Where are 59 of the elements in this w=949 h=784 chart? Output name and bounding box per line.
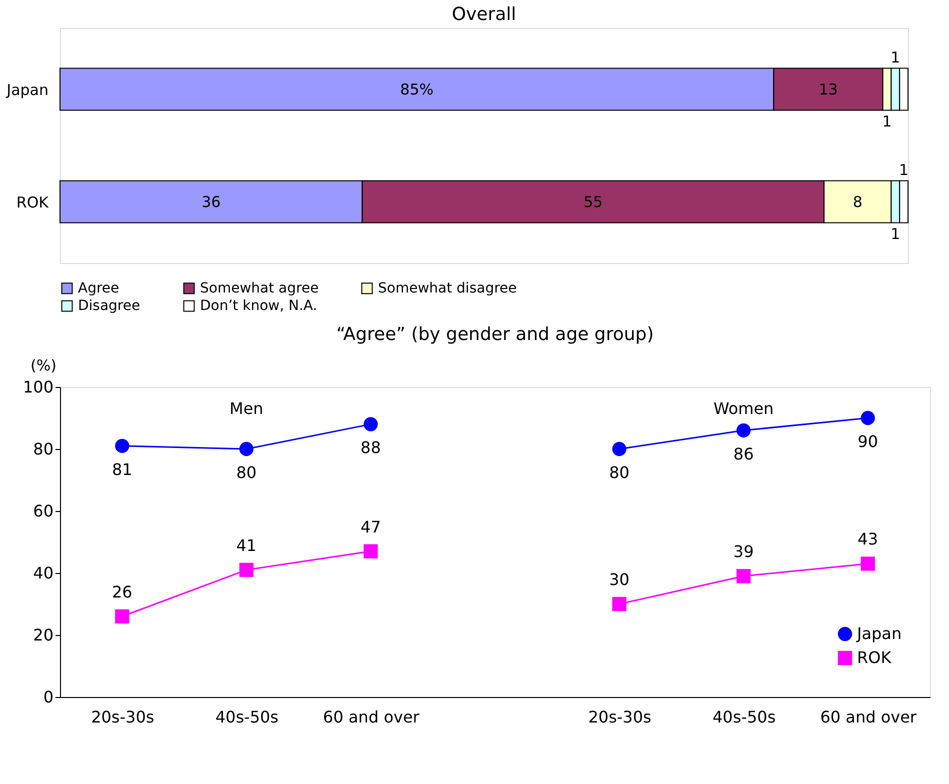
data-label: 80 [236,463,257,482]
point [364,417,378,432]
y-tick-label: 0 [43,688,54,706]
point [364,544,378,558]
y-tick-label: 60 [33,502,54,520]
point [736,423,751,438]
point [239,562,254,577]
legend-label: Agree [78,280,120,296]
data-label: 90 [858,432,878,451]
legend-label: Somewhat disagree [378,280,517,296]
x-tick-label: 60 and over [323,708,420,726]
point [736,569,751,584]
data-label: 81 [112,460,132,479]
data-label: 41 [236,536,257,555]
legend-label: ROK [857,648,892,667]
y-tick-label: ROK [16,193,50,212]
y-tick-label: 100 [22,378,54,396]
y-tick-label: 40 [33,564,54,582]
y-tick-label: 20 [33,626,54,644]
x-tick-label: 40s-50s [712,708,776,726]
data-label: 47 [360,517,381,536]
data-label: 88 [360,438,381,458]
data-label: 30 [609,570,630,589]
legend-label: Don’t know, N.A. [200,298,318,314]
point [860,556,875,571]
point [612,596,626,612]
annotation: Men [230,399,264,418]
data-label: 1 [882,112,892,130]
point [860,410,875,426]
data-label: 1 [890,224,900,243]
data-label: 43 [858,530,878,549]
y-tick-label: 80 [33,440,54,458]
annotation: Women [713,399,774,418]
x-tick-label: 20s-30s [91,708,154,726]
data-label: 26 [112,582,132,602]
data-label: 13 [818,80,838,98]
x-tick-label: 40s-50s [215,708,279,726]
point [115,609,130,624]
data-label: 55 [584,192,603,211]
point [239,442,254,456]
x-tick-label: 20s-30s [588,708,652,726]
data-label: 1 [899,160,909,179]
data-label: 39 [733,542,754,562]
data-label: 36 [202,192,221,211]
legend-label: Japan [856,624,902,643]
data-label: 86 [733,444,754,464]
legend-label: Disagree [78,298,140,314]
chart-title: “Agree” (by gender and age group) [336,324,654,345]
data-label: 1 [890,48,900,66]
y-axis-title: (%) [30,356,56,374]
x-tick-label: 60 and over [820,708,917,726]
data-label: 80 [609,463,630,482]
legend-label: Somewhat agree [200,280,319,296]
data-label: 8 [852,192,862,211]
data-label: 85% [400,80,434,98]
point [612,442,626,456]
y-tick-label: Japan [6,80,48,99]
point [115,438,130,453]
chart-title: Overall [452,4,516,25]
